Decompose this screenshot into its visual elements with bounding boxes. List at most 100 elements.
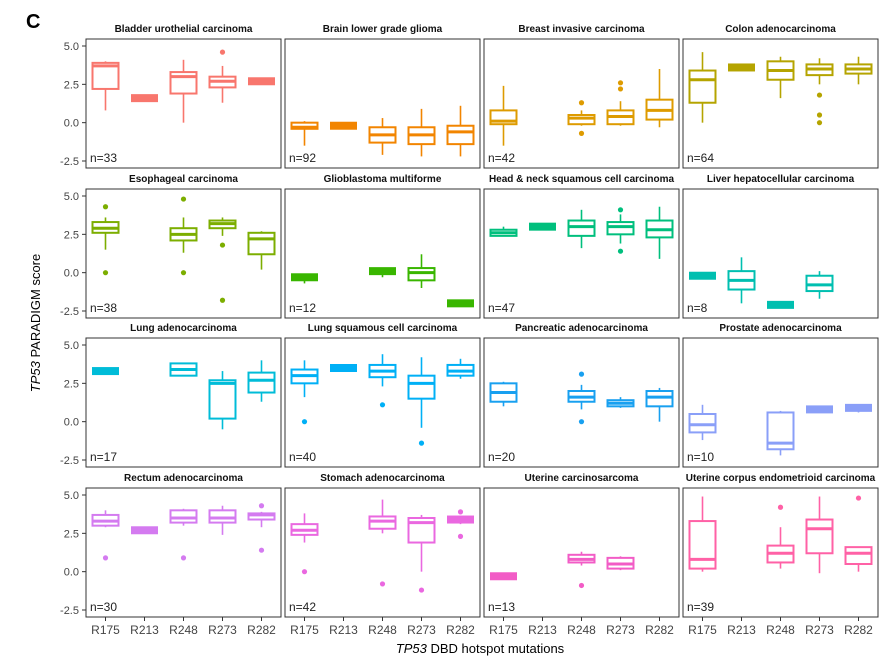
x-tick-label: R282: [247, 623, 276, 637]
x-tick-label: R248: [766, 623, 795, 637]
box-r175: [489, 226, 518, 237]
panel-esophageal-carcinoma: Esophageal carcinoma 5.0 2.5 0.0 -2.5 n=38: [60, 174, 282, 319]
panel-n-label: n=92: [289, 151, 316, 165]
box-body: [806, 405, 833, 414]
box-body: [330, 364, 357, 372]
y-tick-label: 2.5: [64, 229, 79, 241]
x-tick-label: R282: [844, 623, 873, 637]
outlier-point: [816, 112, 823, 118]
panel-title: Esophageal carcinoma: [129, 174, 238, 185]
panel-n-label: n=30: [90, 600, 117, 614]
panel-n-label: n=17: [90, 450, 117, 464]
box-r248: [368, 354, 397, 408]
outlier-point: [855, 495, 862, 501]
box-r248: [368, 118, 397, 155]
panel-n-label: n=13: [488, 600, 515, 614]
y-tick-label: -2.5: [60, 156, 79, 168]
panel-title: Rectum adenocarcinoma: [124, 473, 243, 484]
box-r248: [169, 508, 198, 561]
y-tick-label: 2.5: [64, 79, 79, 91]
panel-n-label: n=47: [488, 301, 515, 315]
box-r282: [447, 299, 474, 308]
box-body: [645, 390, 674, 408]
y-tick-label: 5.0: [64, 191, 79, 203]
outlier-point: [301, 419, 308, 425]
box-r273: [606, 207, 635, 254]
box-r213: [131, 526, 158, 535]
box-body: [728, 63, 755, 72]
box-body: [567, 219, 596, 237]
y-tick-label: 5.0: [64, 41, 79, 53]
panel-liver-hepatocellular-carcinoma: Liver hepatocellular carcinoma n=8: [682, 174, 879, 319]
box-r282: [447, 509, 474, 540]
box-r248: [567, 371, 596, 425]
box-body: [446, 124, 475, 146]
panel-title: Pancreatic adenocarcinoma: [515, 323, 648, 334]
box-r273: [806, 405, 833, 414]
y-tick-label: 2.5: [64, 378, 79, 390]
panel-title: Head & neck squamous cell carcinoma: [489, 174, 675, 185]
box-r282: [247, 503, 276, 553]
y-axis-label: TP53 PARADIGM score: [28, 254, 43, 392]
x-tick-label: R213: [727, 623, 756, 637]
panel-brain-lower-grade-glioma: Brain lower grade glioma n=92: [284, 24, 481, 169]
panel-head-neck-squamous-cell-carcinoma: Head & neck squamous cell carcinoma n=47: [483, 174, 680, 319]
outlier-point: [379, 402, 386, 408]
x-tick-label: R213: [329, 623, 358, 637]
panel-stomach-adenocarcinoma: Stomach adenocarcinoma R175 R213 R248 R273 R2…: [284, 473, 481, 637]
box-body: [330, 121, 357, 130]
panel-title: Breast invasive carcinoma: [518, 24, 645, 35]
box-body: [805, 518, 834, 555]
x-tick-label: R282: [446, 623, 475, 637]
x-tick-label: R175: [290, 623, 319, 637]
y-tick-label: -2.5: [60, 605, 79, 617]
box-r175: [91, 61, 120, 111]
box-body: [529, 222, 556, 231]
box-r282: [844, 495, 873, 572]
panel-n-label: n=33: [90, 151, 117, 165]
panel-n-label: n=20: [488, 450, 515, 464]
box-r273: [606, 80, 635, 126]
box-r175: [92, 367, 119, 376]
panel-n-label: n=39: [687, 600, 714, 614]
box-body: [208, 379, 237, 420]
box-r175: [91, 510, 120, 561]
outlier-point: [219, 242, 226, 248]
y-tick-label: 0.0: [64, 417, 79, 429]
panel-n-label: n=42: [488, 151, 515, 165]
x-tick-label: R273: [407, 623, 436, 637]
panel-n-label: n=42: [289, 600, 316, 614]
box-r248: [567, 209, 596, 249]
outlier-point: [777, 504, 784, 510]
panel-title: Colon adenocarcinoma: [725, 24, 836, 35]
outlier-point: [578, 371, 585, 377]
panel-glioblastoma-multiforme: Glioblastoma multiforme n=12: [284, 174, 481, 319]
box-r273: [805, 496, 834, 574]
box-r282: [645, 69, 674, 128]
outlier-point: [418, 440, 425, 446]
box-body: [688, 413, 717, 434]
outlier-point: [102, 555, 109, 561]
outlier-point: [578, 582, 585, 589]
box-r282: [446, 358, 475, 379]
box-body: [767, 300, 794, 309]
outlier-point: [578, 100, 585, 106]
x-tick-label: R213: [130, 623, 159, 637]
panel-lung-squamous-cell-carcinoma: Lung squamous cell carcinoma n=40: [284, 323, 481, 468]
box-r248: [766, 56, 795, 99]
box-body: [689, 271, 716, 280]
outlier-point: [102, 204, 109, 210]
panel-frame: [85, 487, 282, 618]
box-body: [92, 367, 119, 376]
panel-frame: [682, 188, 879, 319]
box-r213: [131, 94, 158, 103]
box-body: [688, 520, 717, 570]
box-r175: [489, 85, 518, 146]
outlier-point: [457, 509, 464, 515]
box-r175: [91, 204, 120, 276]
x-tick-label: R175: [91, 623, 120, 637]
panel-n-label: n=12: [289, 301, 316, 315]
box-r282: [645, 387, 674, 422]
outlier-point: [457, 533, 464, 540]
